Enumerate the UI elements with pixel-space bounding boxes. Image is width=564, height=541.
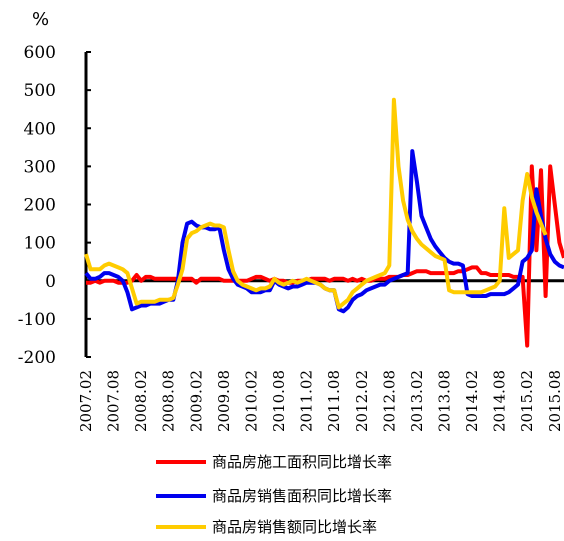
series-line-3 xyxy=(84,97,548,310)
x-tick-label: 2007.02 xyxy=(77,370,95,432)
x-tick-label: 2014.08 xyxy=(491,370,509,432)
x-tick-label: 2012.08 xyxy=(380,370,398,432)
y-unit-label: % xyxy=(32,9,49,30)
x-tick-label: 2011.08 xyxy=(325,370,343,432)
y-tick-label: 500 xyxy=(24,81,56,101)
x-tick-label: 2013.08 xyxy=(436,370,454,432)
y-tick-label: -100 xyxy=(18,310,56,330)
y-tick-label: 400 xyxy=(24,119,56,139)
series-line-1 xyxy=(86,164,564,348)
x-tick-label: 2007.08 xyxy=(105,370,123,432)
x-tick-label: 2010.02 xyxy=(242,370,260,432)
legend-label: 商品房销售面积同比增长率 xyxy=(212,487,392,505)
legend-label: 商品房销售额同比增长率 xyxy=(212,518,377,536)
x-tick-label: 2010.08 xyxy=(270,370,288,432)
y-tick-label: 600 xyxy=(24,43,56,63)
legend-label: 商品房施工面积同比增长率 xyxy=(212,453,392,471)
y-tick-label: 300 xyxy=(24,157,56,177)
y-tick-label: 100 xyxy=(24,234,56,254)
x-tick-label: 2011.02 xyxy=(298,370,316,432)
x-tick-label: 2008.02 xyxy=(132,370,150,432)
y-tick-label: 200 xyxy=(24,196,56,216)
x-tick-label: 2008.08 xyxy=(160,370,178,432)
x-tick-label: 2014.02 xyxy=(463,370,481,432)
x-tick-label: 2009.02 xyxy=(187,370,205,432)
y-axis: 600 500 400 300 200 100 0 -100 -200 xyxy=(18,43,91,368)
y-tick-label: 0 xyxy=(45,272,56,292)
x-tick-label: 2012.02 xyxy=(353,370,371,432)
x-tick-label: 2015.08 xyxy=(546,370,564,432)
plot-lines xyxy=(84,97,564,348)
x-tick-label: 2009.08 xyxy=(215,370,233,432)
x-tick-label: 2013.02 xyxy=(408,370,426,432)
y-tick-label: -200 xyxy=(18,348,56,368)
x-tick-label: 2015.02 xyxy=(518,370,536,432)
